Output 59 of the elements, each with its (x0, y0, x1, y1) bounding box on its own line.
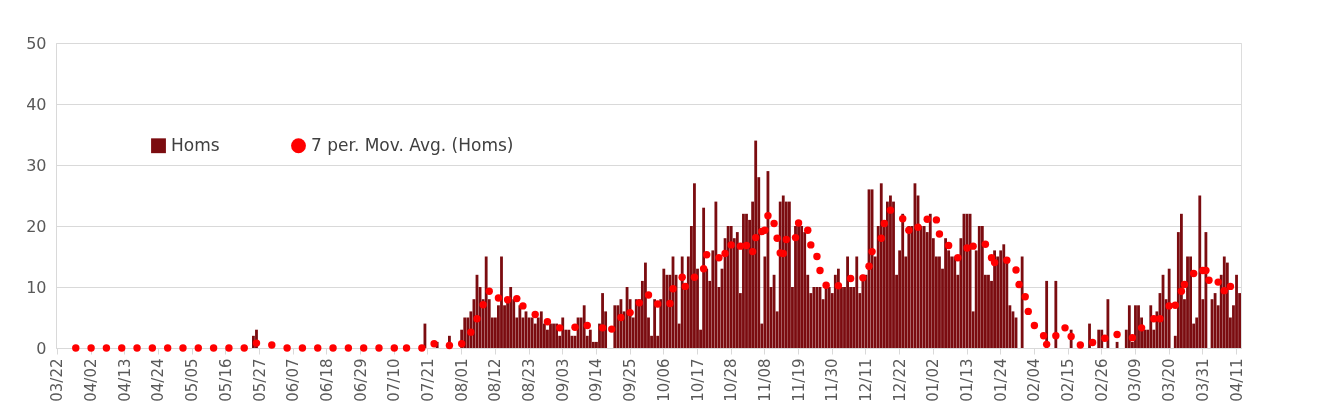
bar (901, 213, 905, 348)
bar (987, 274, 990, 348)
x-tick-label: 12/22 (890, 358, 909, 402)
x-tick-label: 01/13 (958, 358, 977, 402)
bar (977, 226, 981, 348)
y-tick-label: 50 (26, 33, 47, 53)
x-tick-label: 08/12 (486, 358, 505, 402)
y-tick-label: 40 (26, 94, 47, 114)
bar (907, 226, 911, 348)
x-tick-label: 05/16 (216, 358, 235, 402)
x-tick-label: 02/15 (1059, 358, 1078, 402)
x-tick-label: 05/05 (183, 358, 202, 402)
bar (1167, 268, 1171, 348)
x-tick-label: 01/02 (924, 358, 943, 402)
bar (1235, 274, 1238, 348)
y-tick-label: 10 (26, 277, 47, 297)
x-tick-label: 11/08 (755, 358, 774, 402)
bar (1198, 195, 1202, 348)
x-tick-label: 05/27 (250, 358, 269, 402)
x-tick-label: 03/22 (48, 358, 67, 402)
y-tick-label: 20 (26, 216, 47, 236)
x-tick-label: 04/13 (115, 358, 134, 402)
x-tick-label: 06/07 (284, 358, 303, 402)
x-tick-label: 09/25 (621, 358, 640, 402)
y-tick-label: 30 (26, 155, 47, 175)
x-tick-label: 09/14 (587, 358, 606, 402)
x-tick-label: 10/28 (722, 358, 741, 402)
bar (729, 226, 733, 348)
x-tick-label: 02/04 (1025, 358, 1044, 402)
x-tick-label: 07/10 (385, 358, 404, 402)
x-tick-label: 03/31 (1193, 358, 1212, 402)
x-tick-label: 04/24 (149, 358, 168, 402)
x-tick-label: 12/11 (856, 358, 875, 402)
x-tick-label: 08/23 (520, 358, 539, 402)
x-tick-label: 03/20 (1160, 358, 1179, 402)
x-tick-label: 11/30 (823, 358, 842, 402)
bar (855, 256, 859, 348)
x-tick-label: 03/09 (1126, 358, 1145, 402)
x-tick-label: 10/06 (654, 358, 673, 402)
x-tick-label: 04/11 (1227, 358, 1246, 402)
bar (938, 256, 941, 348)
bar (567, 329, 571, 348)
x-tick-label: 08/01 (452, 358, 471, 402)
x-tick-label: 11/19 (789, 358, 808, 402)
x-tick-label: 10/17 (688, 358, 707, 402)
bar (539, 311, 543, 348)
x-tick-label: 02/26 (1092, 358, 1111, 402)
x-tick-label: 01/24 (991, 358, 1010, 402)
x-tick-label: 06/18 (317, 358, 336, 402)
x-tick-label: 07/21 (418, 358, 437, 402)
bar (552, 323, 555, 348)
x-tick-label: 06/29 (351, 358, 370, 402)
legend-label: Homs (171, 134, 220, 155)
bar (662, 268, 666, 348)
x-tick-label: 04/02 (82, 358, 101, 402)
y-tick-label: 0 (36, 338, 47, 358)
bar (1222, 256, 1226, 348)
x-tick-label: 09/03 (553, 358, 572, 402)
legend-label: 7 per. Mov. Avg. (Homs) (311, 134, 514, 155)
